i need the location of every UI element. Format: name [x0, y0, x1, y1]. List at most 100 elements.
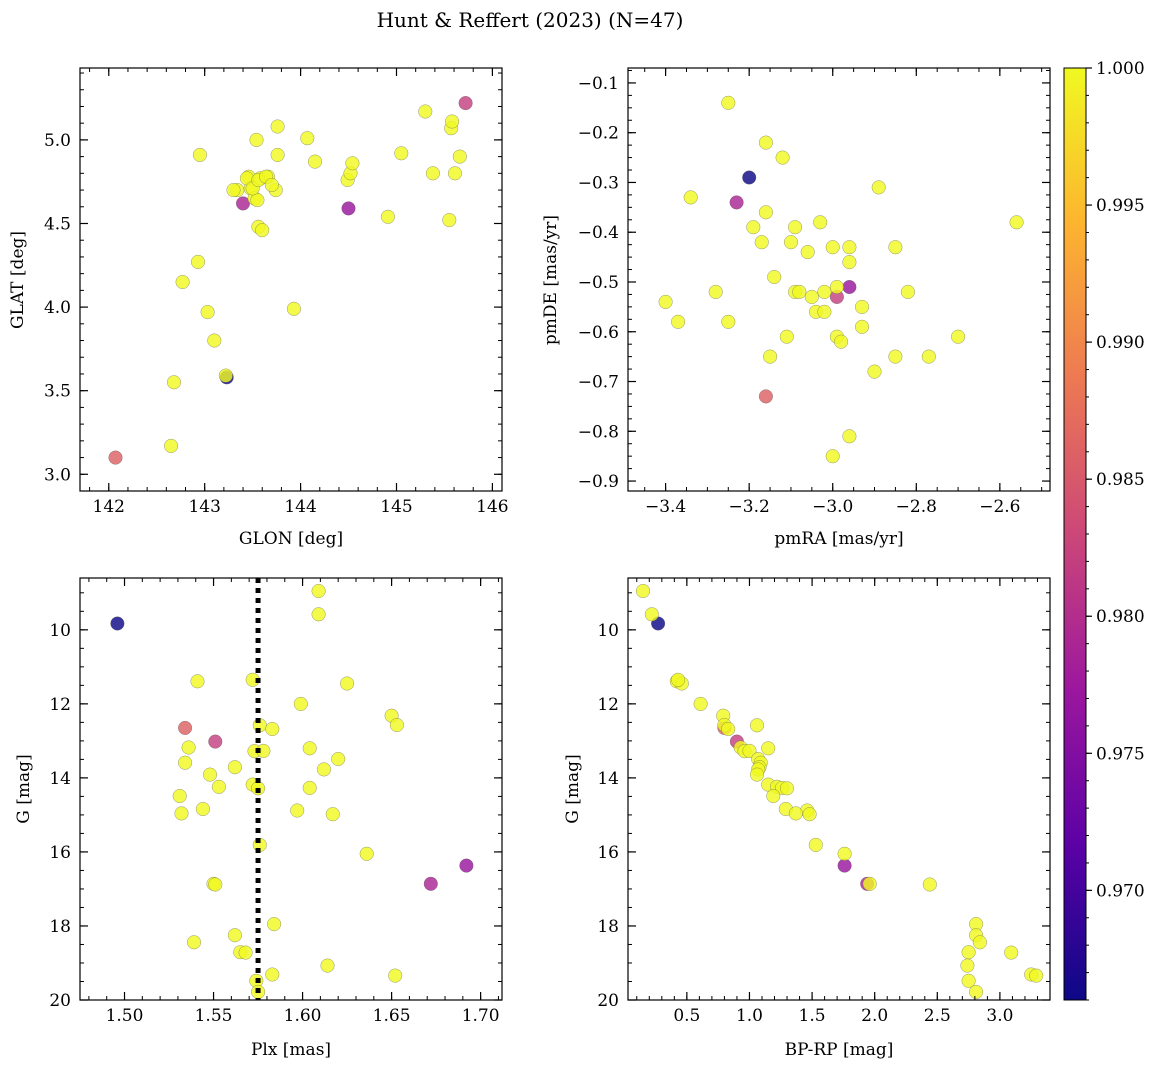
y-tick-label: 18	[597, 917, 619, 937]
data-point	[808, 837, 823, 852]
data-point	[817, 284, 832, 299]
data-point	[804, 289, 819, 304]
y-tick-label: −0.8	[578, 422, 619, 442]
data-point	[178, 755, 193, 770]
x-tick-label: −2.8	[896, 497, 937, 517]
panel-pmra-pmde: pmRA [mas/yr] pmDE [mas/yr] −3.4 −3.2 −3.0…	[541, 67, 1051, 549]
data-point	[788, 220, 803, 235]
data-point	[345, 156, 360, 171]
y-tick-label: −0.5	[578, 273, 619, 293]
data-point	[331, 751, 346, 767]
x-tick-label: 143	[188, 497, 220, 517]
y-tick-label: 18	[49, 917, 71, 937]
data-point	[960, 958, 975, 973]
axis-ticks	[628, 578, 1051, 1001]
x-tick-label: 145	[380, 497, 412, 517]
data-point	[813, 215, 828, 230]
data-point	[683, 190, 698, 205]
data-point	[200, 305, 215, 320]
data-point	[311, 583, 326, 599]
data-point	[190, 254, 206, 269]
data-point	[754, 235, 769, 250]
panel-bprp-g: BP-RP [mag] G [mag] 0.5 1.0 1.5 2.0 2.5 3.0 10…	[563, 577, 1051, 1060]
y-tick-label: −0.3	[578, 173, 619, 193]
x-tick-label: 144	[284, 497, 316, 517]
axes-frame	[627, 67, 1051, 492]
data-point	[226, 183, 241, 198]
data-point	[972, 935, 987, 950]
y-tick-label: 16	[49, 843, 71, 863]
data-point	[264, 177, 279, 193]
data-point	[267, 917, 282, 932]
y-tick-label: 10	[49, 621, 71, 641]
data-point	[172, 788, 187, 804]
data-point	[181, 740, 196, 755]
data-point	[265, 721, 280, 737]
y-tick-label: −0.1	[578, 74, 619, 94]
data-point	[708, 284, 723, 299]
data-point	[862, 876, 877, 891]
data-point	[758, 135, 773, 150]
data-point	[459, 858, 474, 873]
data-point	[316, 762, 331, 777]
data-point	[202, 767, 218, 782]
y-axis-label: pmDE [mas/yr]	[541, 215, 561, 345]
data-point	[186, 935, 202, 950]
data-point	[921, 349, 936, 364]
data-point	[452, 149, 467, 164]
data-point	[867, 364, 882, 379]
data-point	[340, 676, 355, 691]
data-point	[635, 583, 651, 599]
data-point	[164, 438, 179, 453]
x-tick-label: 2.5	[924, 1006, 951, 1026]
panel-glon-glat: GLON [deg] GLAT [deg] 142 143 144 145 146 3.0…	[8, 67, 509, 549]
data-point	[871, 180, 886, 195]
scatter-points	[110, 583, 474, 999]
colorbar-tick-label: 0.990	[1096, 333, 1145, 353]
data-point	[742, 170, 757, 185]
data-point	[320, 958, 335, 973]
data-point	[693, 696, 708, 711]
x-tick-label: 1.60	[284, 1006, 322, 1026]
data-point	[817, 304, 832, 319]
data-point	[208, 734, 223, 749]
data-point	[249, 132, 264, 147]
data-point	[792, 284, 807, 299]
data-point	[761, 741, 776, 756]
axes-frame	[79, 577, 503, 1001]
data-point	[293, 696, 308, 711]
data-point	[178, 720, 193, 735]
data-point	[418, 104, 433, 119]
colorbar-tick-label: 0.975	[1096, 744, 1145, 764]
data-point	[961, 945, 976, 960]
data-point	[270, 119, 285, 134]
scatter-points	[108, 96, 473, 465]
data-point	[969, 984, 984, 999]
data-point	[190, 674, 205, 689]
data-point	[837, 846, 852, 861]
colorbar-tick-label: 0.985	[1096, 470, 1145, 490]
x-tick-label: 146	[476, 497, 508, 517]
data-point	[108, 450, 123, 465]
data-point	[766, 788, 781, 804]
y-tick-label: 3.5	[44, 382, 71, 402]
data-point	[671, 672, 686, 687]
data-point	[825, 449, 840, 464]
data-point	[300, 131, 315, 146]
data-point	[854, 299, 870, 314]
x-tick-label: 2.0	[861, 1006, 888, 1026]
data-point	[749, 718, 765, 733]
axes-frame	[627, 577, 1051, 1001]
data-point	[174, 806, 189, 821]
data-point	[834, 334, 849, 349]
data-point	[110, 616, 125, 631]
data-point	[445, 114, 460, 129]
data-point	[721, 721, 736, 737]
y-tick-label: −0.6	[578, 323, 619, 343]
y-tick-label: 5.0	[44, 131, 71, 151]
axis-ticks	[628, 68, 1050, 491]
data-point	[749, 767, 765, 782]
x-axis-label: BP-RP [mag]	[785, 1040, 894, 1060]
data-point	[779, 781, 795, 796]
data-point	[238, 945, 253, 960]
